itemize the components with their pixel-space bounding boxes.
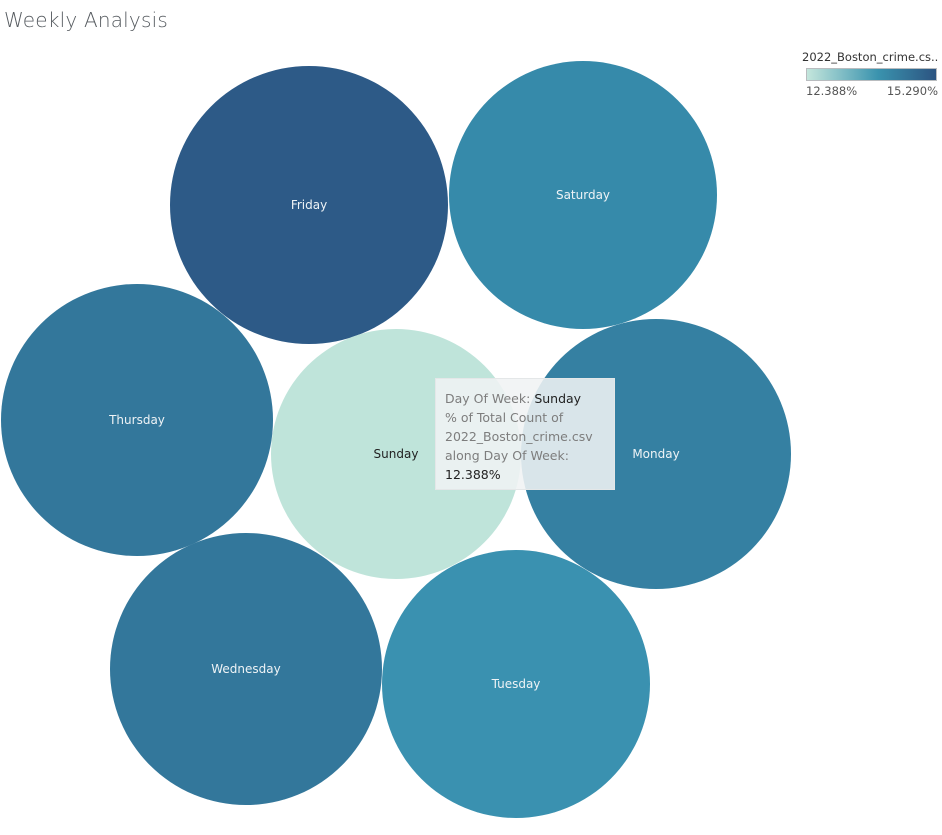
tooltip-day-value: Sunday (534, 391, 582, 406)
tooltip-day-label: Day Of Week: (445, 391, 531, 406)
bubble-tuesday[interactable]: Tuesday (382, 550, 650, 818)
tooltip-measure-line-3: along Day Of Week: (445, 448, 569, 463)
bubble-circle-thursday[interactable] (1, 284, 273, 556)
legend-gradient-bar (806, 68, 937, 81)
tooltip: Day Of Week: Sunday % of Total Count of … (435, 378, 615, 490)
bubble-label-friday: Friday (291, 198, 327, 212)
bubble-circle-saturday[interactable] (449, 61, 717, 329)
bubble-circle-wednesday[interactable] (110, 533, 382, 805)
bubble-label-thursday: Thursday (108, 413, 165, 427)
bubble-wednesday[interactable]: Wednesday (110, 533, 382, 805)
bubble-circle-friday[interactable] (170, 66, 448, 344)
bubble-circle-tuesday[interactable] (382, 550, 650, 818)
page-title: Weekly Analysis (4, 8, 168, 32)
tooltip-measure-line-2: 2022_Boston_crime.csv (445, 429, 593, 444)
color-legend[interactable]: 2022_Boston_crime.cs.. 12.388% 15.290% (802, 50, 940, 100)
tooltip-percent-value: 12.388% (445, 467, 501, 482)
tooltip-line-day: Day Of Week: Sunday (445, 389, 605, 408)
legend-min-label: 12.388% (806, 84, 858, 98)
bubble-thursday[interactable]: Thursday (1, 284, 273, 556)
legend-title: 2022_Boston_crime.cs.. (802, 50, 939, 64)
bubble-label-tuesday: Tuesday (491, 677, 541, 691)
legend-labels: 12.388% 15.290% (802, 84, 940, 100)
bubble-label-monday: Monday (632, 447, 679, 461)
bubble-label-wednesday: Wednesday (211, 662, 280, 676)
bubble-friday[interactable]: Friday (170, 66, 448, 344)
bubble-saturday[interactable]: Saturday (449, 61, 717, 329)
bubble-label-sunday: Sunday (374, 447, 419, 461)
bubble-label-saturday: Saturday (556, 188, 610, 202)
tooltip-measure-line-1: % of Total Count of (445, 410, 564, 425)
legend-max-label: 15.290% (886, 84, 938, 98)
